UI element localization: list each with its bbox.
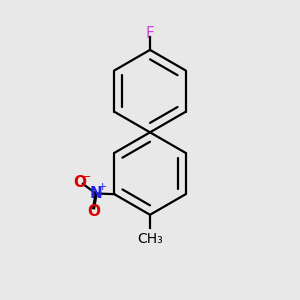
Text: +: +	[98, 182, 107, 192]
Text: F: F	[146, 26, 154, 41]
Text: −: −	[82, 172, 91, 182]
Text: O: O	[74, 175, 86, 190]
Text: O: O	[87, 204, 100, 219]
Text: CH₃: CH₃	[137, 232, 163, 246]
Text: N: N	[90, 186, 102, 201]
